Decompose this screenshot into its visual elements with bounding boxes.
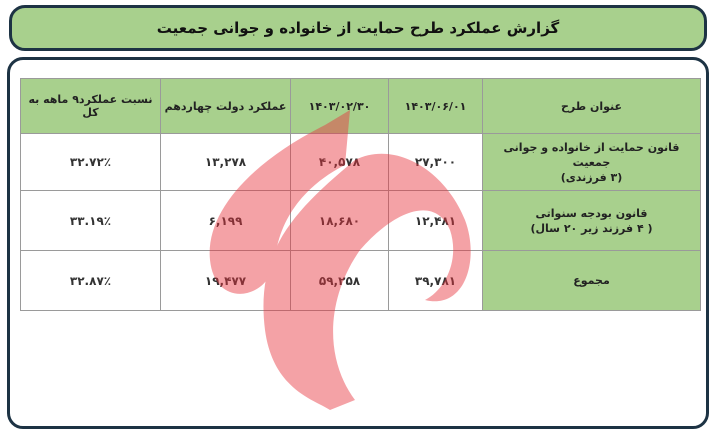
value-cell: ۱۸,۶۸۰: [290, 190, 389, 251]
header-government-performance: عملکرد دولت چهاردهم: [160, 78, 291, 134]
value-cell: ۶,۱۹۹: [160, 190, 291, 251]
plan-cell: قانون حمایت از خانواده و جوانی جمعیت (۳ ف…: [482, 133, 701, 191]
value-cell: ۵۹,۲۵۸: [290, 250, 389, 311]
header-ratio: نسبت عملکرد۹ ماهه به کل: [20, 78, 161, 134]
value-cell: ۳۹,۷۸۱: [388, 250, 483, 311]
ratio-cell: ۳۳.۱۹٪: [20, 190, 161, 251]
plan-cell: قانون بودجه سنواتی( ۴ فرزند زیر ۲۰ سال): [482, 190, 701, 251]
value-cell: ۱۲,۴۸۱: [388, 190, 483, 251]
value-cell: ۱۹,۴۷۷: [160, 250, 291, 311]
plan-cell: مجموع: [482, 250, 701, 311]
ratio-cell: ۳۲.۷۲٪: [20, 133, 161, 191]
ratio-cell: ۳۲.۸۷٪: [20, 250, 161, 311]
table-row: قانون بودجه سنواتی( ۴ فرزند زیر ۲۰ سال) …: [20, 190, 701, 251]
report-title: گزارش عملکرد طرح حمایت از خانواده و جوان…: [156, 19, 560, 37]
header-date-2: ۱۴۰۳/۰۲/۳۰: [290, 78, 389, 134]
table-header-row: عنوان طرح ۱۴۰۳/۰۶/۰۱ ۱۴۰۳/۰۲/۳۰ عملکرد د…: [20, 78, 701, 134]
header-date-1: ۱۴۰۳/۰۶/۰۱: [388, 78, 483, 134]
table-row-total: مجموع ۳۹,۷۸۱ ۵۹,۲۵۸ ۱۹,۴۷۷ ۳۲.۸۷٪: [20, 250, 701, 311]
header-plan-title: عنوان طرح: [482, 78, 701, 134]
table-row: قانون حمایت از خانواده و جوانی جمعیت (۳ ف…: [20, 133, 701, 191]
performance-table: عنوان طرح ۱۴۰۳/۰۶/۰۱ ۱۴۰۳/۰۲/۳۰ عملکرد د…: [20, 78, 701, 311]
value-cell: ۱۳,۲۷۸: [160, 133, 291, 191]
report-title-box: گزارش عملکرد طرح حمایت از خانواده و جوان…: [9, 5, 707, 51]
value-cell: ۴۰,۵۷۸: [290, 133, 389, 191]
value-cell: ۲۷,۳۰۰: [388, 133, 483, 191]
